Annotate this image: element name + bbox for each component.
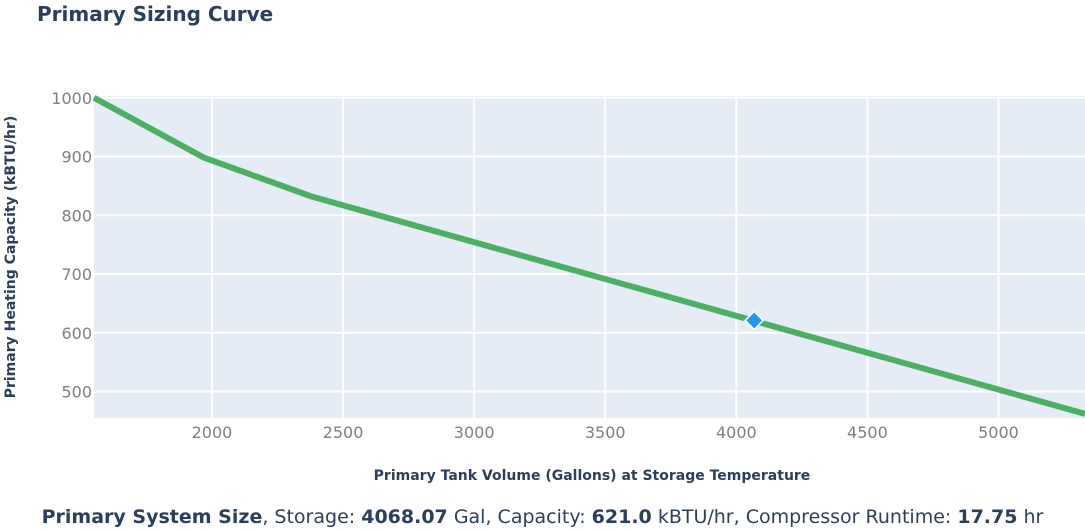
y-tick-label: 800	[61, 206, 92, 225]
system-size-summary: Primary System Size, Storage: 4068.07 Ga…	[41, 506, 1044, 528]
chart-title: Primary Sizing Curve	[37, 2, 274, 26]
series-layer	[92, 95, 1085, 417]
x-tick-label: 2000	[192, 423, 233, 442]
y-axis-title: Primary Heating Capacity (kBTU/hr)	[3, 116, 19, 399]
x-tick-labels: 2000 2500 3000 3500 4000 4500 5000	[192, 423, 1019, 442]
y-tick-label: 600	[61, 324, 92, 343]
x-tick-label: 5000	[978, 423, 1019, 442]
y-tick-label: 500	[61, 383, 92, 402]
runtime-label: Compressor Runtime:	[745, 506, 952, 528]
x-gridlines	[210, 96, 1000, 418]
capacity-label: Capacity:	[497, 506, 586, 528]
x-tick-label: 4500	[847, 423, 888, 442]
x-tick-label: 3000	[454, 423, 495, 442]
marker-layer	[744, 310, 765, 331]
storage-unit: Gal,	[453, 506, 492, 528]
capacity-value: 621.0	[591, 506, 652, 528]
y-tick-label: 700	[61, 265, 92, 284]
runtime-unit: hr	[1023, 506, 1044, 528]
y-tick-labels: 500 600 700 800 900 1000	[51, 89, 92, 402]
storage-value: 4068.07	[361, 506, 448, 528]
runtime-value: 17.75	[957, 506, 1018, 528]
x-axis-title: Primary Tank Volume (Gallons) at Storage…	[374, 468, 811, 484]
y-tick-label: 900	[61, 148, 92, 167]
plot-area	[94, 96, 1085, 418]
x-tick-label: 3500	[585, 423, 626, 442]
storage-label: Storage:	[274, 506, 356, 528]
sizing-curve-line	[92, 95, 1085, 417]
x-tick-label: 4000	[716, 423, 757, 442]
x-tick-label: 2500	[323, 423, 364, 442]
sizing-chart[interactable]: 2000 2500 3000 3500 4000 4500 5000 500 600 700 80…	[0, 0, 1085, 500]
summary-label: Primary System Size	[41, 506, 263, 528]
capacity-unit: kBTU/hr,	[657, 506, 740, 528]
y-tick-label: 1000	[51, 89, 92, 108]
selected-point-marker[interactable]	[744, 310, 765, 331]
